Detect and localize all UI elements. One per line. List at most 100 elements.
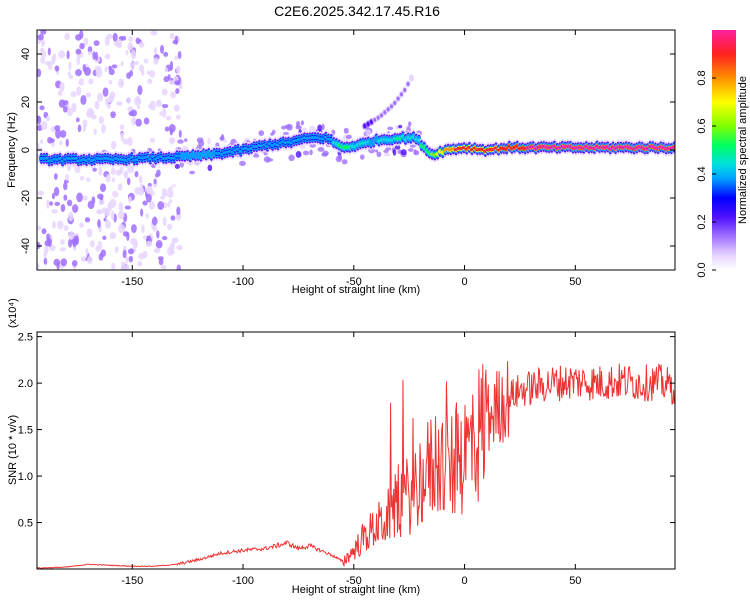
spectrogram-noise-cell: [78, 222, 84, 228]
spectrogram-noise-cell: [87, 200, 95, 210]
spectrogram-noise-cell: [94, 100, 100, 110]
spectrogram-noise-cell: [128, 36, 133, 42]
spectrogram-noise-cell: [161, 187, 165, 198]
spectrogram-noise-cell: [168, 137, 176, 144]
snr-y-tick-label: 2.0: [18, 378, 33, 390]
spectrogram-noise-cell: [158, 258, 164, 266]
spectrogram-noise-cell: [105, 97, 109, 107]
spectrogram-noise-cell: [162, 107, 167, 118]
spectrogram-noise-cell: [37, 34, 44, 41]
spectrogram-noise-cell: [67, 71, 72, 77]
spectrogram-noise-cell: [44, 61, 51, 66]
spectrogram-y-tick-label: 0: [20, 147, 32, 153]
spectrogram-noise-cell: [172, 185, 177, 194]
colorbar-tick-label: 0.6: [696, 118, 708, 133]
spectrogram-noise-cell: [134, 170, 139, 178]
spectrogram-noise-cell: [66, 108, 73, 117]
spectrogram-x-ticks: -150 -100 -50 0 50: [121, 30, 581, 288]
snr-series-line: [37, 361, 675, 569]
spectrogram-noise-cell: [43, 250, 47, 258]
spectrogram-noise-cell: [120, 132, 124, 142]
spectrogram-noise-cell: [40, 40, 46, 45]
spectrogram-noise-cell: [159, 44, 164, 54]
spectrogram-noise-cell: [164, 126, 170, 132]
spectrogram-noise-cell: [140, 67, 145, 77]
spectrogram-noise-cell: [161, 88, 168, 96]
spectrogram-noise-cell: [162, 216, 167, 227]
spectrogram-noise-cell: [168, 80, 175, 86]
spectrogram-noise-cell: [110, 167, 116, 175]
spectrogram-noise-cell: [37, 115, 42, 125]
colorbar-label: Normalized spectral amplitude: [737, 76, 749, 224]
spectrogram-noise-cell: [82, 195, 88, 201]
spectrogram-noise-cell: [68, 61, 72, 71]
spectrogram-noise-cell: [75, 48, 82, 55]
spectrogram-noise-cell: [39, 105, 45, 111]
spectrogram-branch-cell: [366, 121, 370, 126]
spectrogram-noise-cell: [125, 49, 129, 56]
spectrogram-y-label: Frequency (Hz): [6, 112, 18, 188]
spectrogram-noise-cell: [40, 57, 46, 64]
spectrogram-noise-cell: [58, 50, 66, 59]
spectrogram-noise-cell: [143, 117, 150, 125]
spectrogram-noise-cell: [110, 140, 117, 150]
spectrogram-noise-cell: [119, 166, 124, 174]
spectrogram-noise-cell: [159, 111, 163, 116]
spectrogram-noise-cell: [138, 175, 143, 184]
spectrogram-noise-cell: [85, 92, 92, 98]
spectrogram-noise-cell: [126, 177, 131, 186]
spectrogram-noise-cell: [171, 238, 176, 245]
spectrogram-noise-cell: [154, 36, 159, 44]
colorbar-gradient: [712, 30, 736, 270]
spectrogram-noise-cell: [112, 32, 118, 42]
spectrogram-noise-cell: [68, 231, 75, 240]
spectrogram-noise-cell: [90, 114, 97, 120]
spectrogram-noise-cell: [75, 117, 80, 123]
spectrogram-scatter-cell: [295, 151, 302, 158]
spectrogram-noise-cell: [173, 104, 180, 112]
spectrogram-noise-cell: [64, 32, 70, 41]
spectrogram-noise-cell: [37, 68, 42, 78]
spectrogram-noise-cell: [153, 57, 159, 65]
snr-x-tick-label: -50: [346, 575, 362, 587]
spectrogram-noise-cell: [63, 194, 68, 201]
spectrogram-noise-cell: [141, 224, 145, 234]
spectrogram-noise-cell: [80, 94, 87, 105]
spectrogram-noise-cell: [66, 199, 73, 207]
spectrogram-noise-cell: [160, 264, 167, 270]
spectrogram-noise-cell: [125, 256, 129, 264]
spectrogram-noise-cell: [79, 42, 85, 50]
spectrogram-noise-cell: [131, 224, 137, 234]
spectrogram-noise-cell: [104, 53, 111, 60]
spectrogram-noise-cell: [59, 81, 65, 92]
spectrogram-noise-cell: [130, 49, 137, 60]
snr-y-ticks: 0.5 1.0 1.5 2.0 2.5: [18, 332, 675, 530]
spectrogram-noise-cell: [111, 262, 116, 270]
snr-frame: [36, 331, 676, 570]
spectrogram-noise-cell: [43, 257, 48, 265]
spectrogram-scatter-cell: [283, 131, 289, 135]
spectrogram-noise-cell: [76, 55, 81, 66]
spectrogram-scatter-cell: [317, 146, 325, 152]
spectrogram-scatter-cell: [198, 140, 205, 147]
spectrogram-noise-cell: [86, 228, 93, 238]
spectrogram-scatter-cell: [258, 130, 265, 136]
spectrogram-noise-cell: [155, 173, 159, 178]
spectrogram-noise-cell: [107, 95, 114, 104]
spectrogram-noise-cell: [83, 37, 89, 46]
colorbar-ticks: 0.0 0.2 0.4 0.6 0.8: [696, 70, 716, 278]
spectrogram-noise-cell: [89, 240, 95, 248]
spectrogram-scatter-cell: [215, 142, 220, 148]
spectrogram-noise-cell: [53, 173, 58, 180]
spectrogram-noise-cell: [161, 103, 169, 109]
spectrogram-noise-cell: [79, 30, 84, 40]
spectrogram-noise-cell: [133, 61, 139, 66]
spectrogram-noise-cell: [76, 86, 82, 96]
snr-x-tick-label: 50: [569, 575, 581, 587]
spectrogram-branch-cell: [393, 100, 397, 105]
spectrogram-noise-cell: [146, 70, 150, 75]
spectrogram-branch-cell: [396, 96, 400, 101]
spectrogram-noise-cell: [86, 177, 91, 183]
spectrogram-noise-cell: [119, 81, 125, 87]
spectrogram-noise-cell: [75, 69, 82, 77]
